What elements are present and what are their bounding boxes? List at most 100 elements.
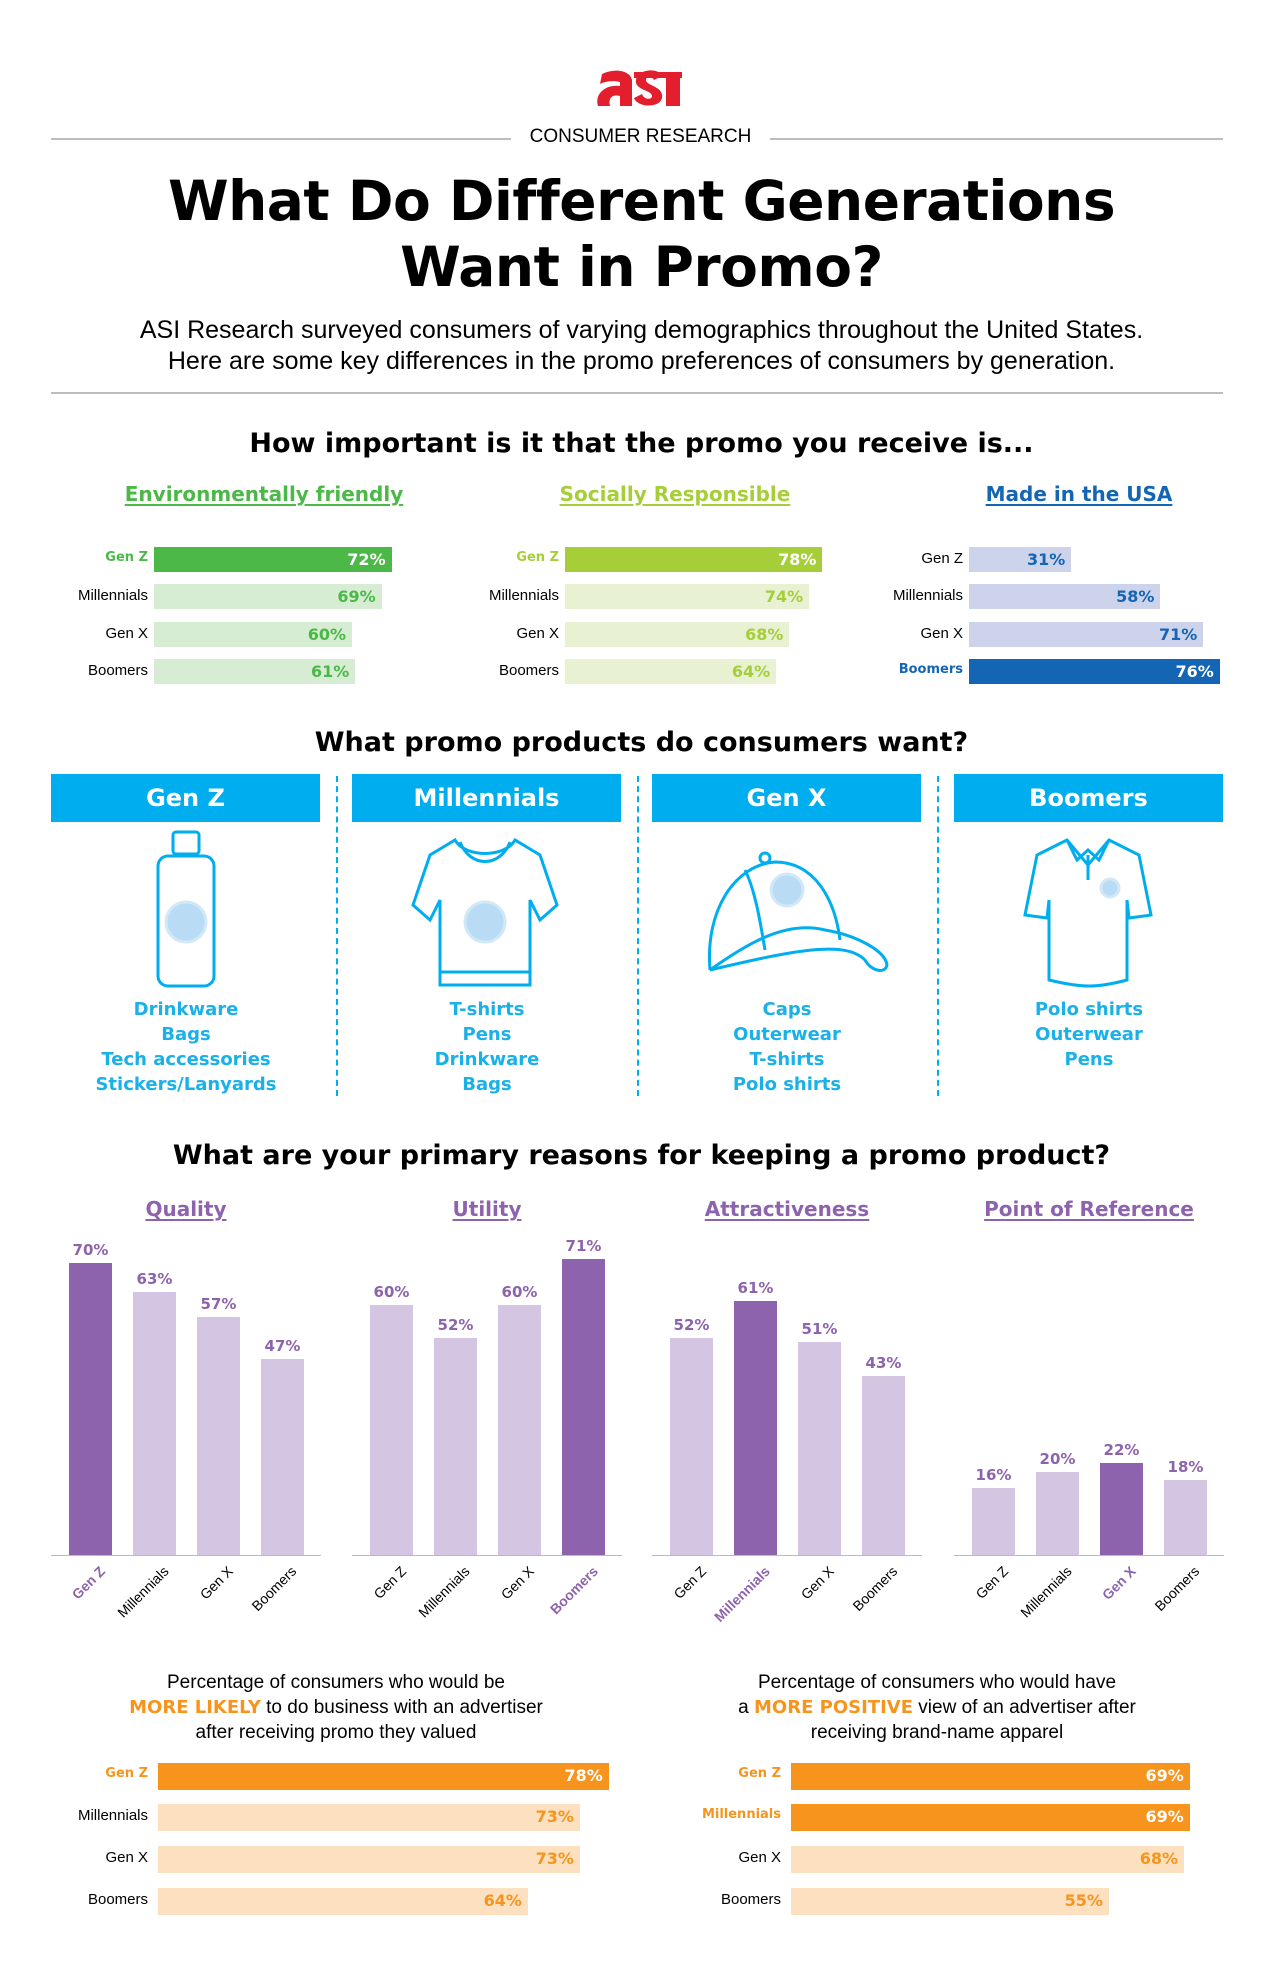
bar-value: 61% — [311, 662, 350, 681]
bar-row: Boomers 55% — [721, 1888, 1109, 1915]
bar-row: Gen X 68% — [516, 622, 790, 647]
x-tick-label: Gen Z — [68, 1563, 108, 1603]
product-item: Stickers/Lanyards — [95, 1074, 277, 1095]
x-tick-label: Gen Z — [971, 1563, 1011, 1602]
bar — [565, 659, 777, 684]
data-label: 60% — [501, 1282, 538, 1301]
bar-label: Boomers — [898, 662, 963, 677]
bar-label: Gen X — [920, 625, 963, 642]
product-item: Outerwear — [1035, 1024, 1143, 1045]
bar-label: Millennials — [701, 1807, 781, 1822]
bar-label: Gen Z — [738, 1766, 781, 1781]
bar — [969, 547, 1072, 572]
x-tick-label: Millennials — [114, 1563, 172, 1621]
bar — [969, 659, 1220, 684]
chart-title: Socially Responsible — [559, 482, 791, 506]
stat-description: Percentage of consumers who would be MORE… — [76, 1670, 596, 1745]
text-line: receiving brand-name apparel — [810, 1722, 1064, 1743]
product-item: Caps — [762, 999, 812, 1020]
data-label: 43% — [865, 1353, 902, 1372]
subtitle: ASI Research surveyed consumers of varyi… — [0, 315, 1283, 377]
x-tick-label: Gen X — [196, 1563, 236, 1603]
bar — [158, 1888, 528, 1915]
data-label: 63% — [136, 1270, 173, 1289]
data-label: 20% — [1039, 1449, 1076, 1468]
bar — [1036, 1471, 1079, 1555]
bar — [969, 584, 1161, 609]
text: a — [738, 1697, 755, 1718]
divider — [51, 138, 511, 140]
bar — [798, 1342, 841, 1555]
bar-row: Gen X 68% — [738, 1846, 1185, 1873]
bar — [565, 622, 790, 647]
data-label: 57% — [200, 1295, 237, 1314]
bar-row: Gen X 60% — [105, 622, 352, 647]
bar-row: Millennials 69% — [78, 584, 382, 609]
x-axis — [954, 1555, 1224, 1556]
product-item: Drinkware — [133, 999, 239, 1020]
bar-row: Millennials 69% — [702, 1804, 1190, 1831]
bar-label: Gen Z — [516, 550, 559, 565]
x-tick-label: Boomers — [1151, 1563, 1203, 1614]
chart-title: Environmentally friendly — [124, 482, 404, 506]
bar-row: Boomers 64% — [88, 1888, 528, 1915]
data-label: 51% — [801, 1320, 838, 1339]
bar-row: Gen Z 78% — [516, 547, 823, 572]
bar — [158, 1763, 609, 1790]
bar-value: 69% — [1145, 1807, 1184, 1826]
bar-label: Gen Z — [105, 550, 148, 565]
chart-title: Utility — [452, 1197, 522, 1221]
text-line: MORE LIKELY to do business with an adver… — [76, 1695, 596, 1720]
bar-label: Gen X — [105, 625, 148, 642]
bar — [791, 1763, 1190, 1790]
bar-row: Millennials 73% — [78, 1804, 580, 1831]
bar-row: Gen Z 72% — [105, 547, 392, 572]
t-shirt-icon — [411, 837, 559, 987]
bar-row: Boomers 76% — [899, 659, 1220, 684]
generation-header: Millennials — [352, 774, 621, 822]
product-item: Tech accessories — [101, 1049, 271, 1070]
asi-logo — [597, 70, 682, 106]
bar — [565, 584, 810, 609]
x-tick-label: Millennials — [710, 1563, 773, 1625]
dashed-divider — [937, 776, 939, 1096]
divider — [51, 392, 1223, 394]
data-label: 70% — [72, 1241, 109, 1260]
bar-value: 55% — [1064, 1891, 1103, 1910]
x-tick-label: Millennials — [415, 1563, 473, 1621]
product-list: Polo shirts Outerwear Pens — [954, 997, 1224, 1072]
product-list: T-shirts Pens Drinkware Bags — [352, 997, 622, 1097]
text-line: Percentage of consumers who would be — [167, 1672, 505, 1693]
text: view of an advertiser after — [913, 1697, 1136, 1718]
bar-value: 72% — [347, 550, 386, 569]
bar-value: 78% — [778, 550, 817, 569]
bar-value: 68% — [745, 625, 784, 644]
bar-value: 76% — [1175, 662, 1214, 681]
x-tick-label: Gen X — [497, 1563, 537, 1603]
product-item: Bags — [161, 1024, 211, 1045]
generation-header: Boomers — [954, 774, 1223, 822]
text-line: a MORE POSITIVE view of an advertiser af… — [677, 1695, 1197, 1720]
subtitle-line: ASI Research surveyed consumers of varyi… — [139, 316, 1144, 344]
x-tick-label: Boomers — [248, 1563, 300, 1614]
x-tick-label: Gen X — [1098, 1563, 1139, 1603]
bar-label: Millennials — [77, 1807, 148, 1824]
text: to do business with an advertiser — [260, 1697, 543, 1718]
cap-icon — [707, 851, 889, 972]
bar — [370, 1304, 413, 1555]
data-label: 61% — [737, 1278, 774, 1297]
chart-title: Quality — [145, 1197, 227, 1221]
bar-label: Millennials — [892, 587, 963, 604]
kicker: CONSUMER RESEARCH — [529, 126, 752, 147]
product-item: T-shirts — [449, 999, 525, 1020]
bar-label: Boomers — [720, 1891, 781, 1908]
page-title: What Do Different Generations Want in Pr… — [0, 168, 1283, 300]
bar-value: 58% — [1116, 587, 1155, 606]
bar-row: Gen X 73% — [105, 1846, 580, 1873]
x-tick-label: Gen X — [797, 1563, 837, 1603]
x-tick-label: Boomers — [546, 1563, 601, 1618]
generation-header: Gen X — [652, 774, 921, 822]
bar-row: Gen Z 31% — [921, 547, 1072, 572]
bar — [154, 659, 356, 684]
bar-label: Millennials — [77, 587, 148, 604]
